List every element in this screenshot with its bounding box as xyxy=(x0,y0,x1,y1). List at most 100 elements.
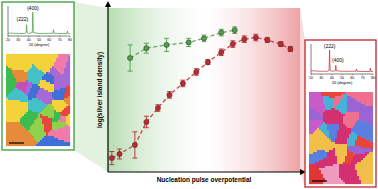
grain-pixel xyxy=(20,140,22,142)
grain-pixel xyxy=(60,56,62,58)
error-cap xyxy=(167,91,172,92)
grain-pixel xyxy=(26,122,28,124)
grain-pixel xyxy=(22,140,24,142)
grain-pixel xyxy=(36,142,38,144)
grain-pixel xyxy=(24,88,26,90)
grain-pixel xyxy=(18,106,20,108)
grain-pixel xyxy=(343,92,345,94)
grain-pixel xyxy=(50,144,52,146)
grain-pixel xyxy=(16,72,18,74)
grain-pixel xyxy=(349,100,351,102)
grain-pixel xyxy=(12,60,14,62)
grain-pixel xyxy=(6,144,8,146)
grain-pixel xyxy=(54,112,56,114)
grain-pixel xyxy=(32,54,34,56)
grain-pixel xyxy=(14,110,16,112)
grain-pixel xyxy=(12,108,14,110)
grain-pixel xyxy=(54,54,56,56)
grain-pixel xyxy=(343,96,345,98)
grain-pixel xyxy=(42,60,44,62)
grain-pixel xyxy=(24,108,26,110)
grain-pixel xyxy=(363,96,365,98)
grain-pixel xyxy=(64,134,66,136)
grain-pixel xyxy=(32,136,34,138)
grain-pixel xyxy=(68,144,70,146)
grain-pixel xyxy=(20,104,22,106)
grain-pixel xyxy=(317,102,319,104)
grain-pixel xyxy=(68,138,70,140)
grain-pixel xyxy=(56,58,58,60)
grain-pixel xyxy=(66,110,68,112)
grain-pixel xyxy=(44,98,46,100)
grain-pixel xyxy=(26,82,28,84)
grain-pixel xyxy=(8,66,10,68)
grain-pixel xyxy=(68,128,70,130)
grain-pixel xyxy=(62,96,64,98)
grain-pixel xyxy=(335,92,337,94)
grain-pixel xyxy=(12,114,14,116)
trend-line xyxy=(112,38,291,159)
grain-pixel xyxy=(323,92,325,94)
grain-pixel xyxy=(323,100,325,102)
grain-pixel xyxy=(361,92,363,94)
grain-pixel xyxy=(26,64,28,66)
grain-pixel xyxy=(32,122,34,124)
grain-pixel xyxy=(60,78,62,80)
grain-pixel xyxy=(355,100,357,102)
grain-pixel xyxy=(337,110,339,112)
error-cap xyxy=(194,75,199,76)
grain-pixel xyxy=(60,120,62,122)
grain-pixel xyxy=(66,104,68,106)
grain-pixel xyxy=(339,108,341,110)
grain-pixel xyxy=(48,120,50,122)
grain-pixel xyxy=(42,66,44,68)
grain-pixel xyxy=(365,112,367,114)
grain-pixel xyxy=(331,108,333,110)
grain-pixel xyxy=(313,94,315,96)
grain-pixel xyxy=(66,114,68,116)
grain-pixel xyxy=(24,60,26,62)
grain-pixel xyxy=(42,58,44,60)
grain-pixel xyxy=(48,96,50,98)
grain-pixel xyxy=(46,106,48,108)
grain-pixel xyxy=(32,86,34,88)
grain-pixel xyxy=(8,84,10,86)
grain-pixel xyxy=(335,110,337,112)
grain-pixel xyxy=(345,100,347,102)
grain-pixel xyxy=(68,90,70,92)
grain-pixel xyxy=(52,88,54,90)
grain-pixel xyxy=(26,144,28,146)
grain-pixel xyxy=(327,98,329,100)
grain-pixel xyxy=(50,70,52,72)
grain-pixel xyxy=(32,118,34,120)
grain-pixel xyxy=(40,72,42,74)
grain-pixel xyxy=(46,112,48,114)
grain-pixel xyxy=(34,126,36,128)
grain-pixel xyxy=(30,124,32,126)
grain-pixel xyxy=(32,114,34,116)
grain-pixel xyxy=(335,94,337,96)
grain-pixel xyxy=(58,90,60,92)
grain-pixel xyxy=(12,112,14,114)
grain-pixel xyxy=(66,124,68,126)
grain-pixel xyxy=(20,80,22,82)
grain-pixel xyxy=(68,140,70,142)
grain-pixel xyxy=(16,78,18,80)
grain-pixel xyxy=(60,130,62,132)
grain-pixel xyxy=(359,94,361,96)
grain-pixel xyxy=(32,102,34,104)
grain-pixel xyxy=(56,138,58,140)
grain-pixel xyxy=(343,102,345,104)
grain-pixel xyxy=(56,60,58,62)
data-point xyxy=(155,105,160,110)
grain-pixel xyxy=(58,144,60,146)
grain-pixel xyxy=(22,54,24,56)
grain-pixel xyxy=(10,82,12,84)
grain-pixel xyxy=(26,54,28,56)
grain-pixel xyxy=(48,106,50,108)
grain-pixel xyxy=(36,78,38,80)
grain-pixel xyxy=(32,58,34,60)
grain-pixel xyxy=(337,108,339,110)
grain-pixel xyxy=(18,92,20,94)
grain-pixel xyxy=(22,82,24,84)
